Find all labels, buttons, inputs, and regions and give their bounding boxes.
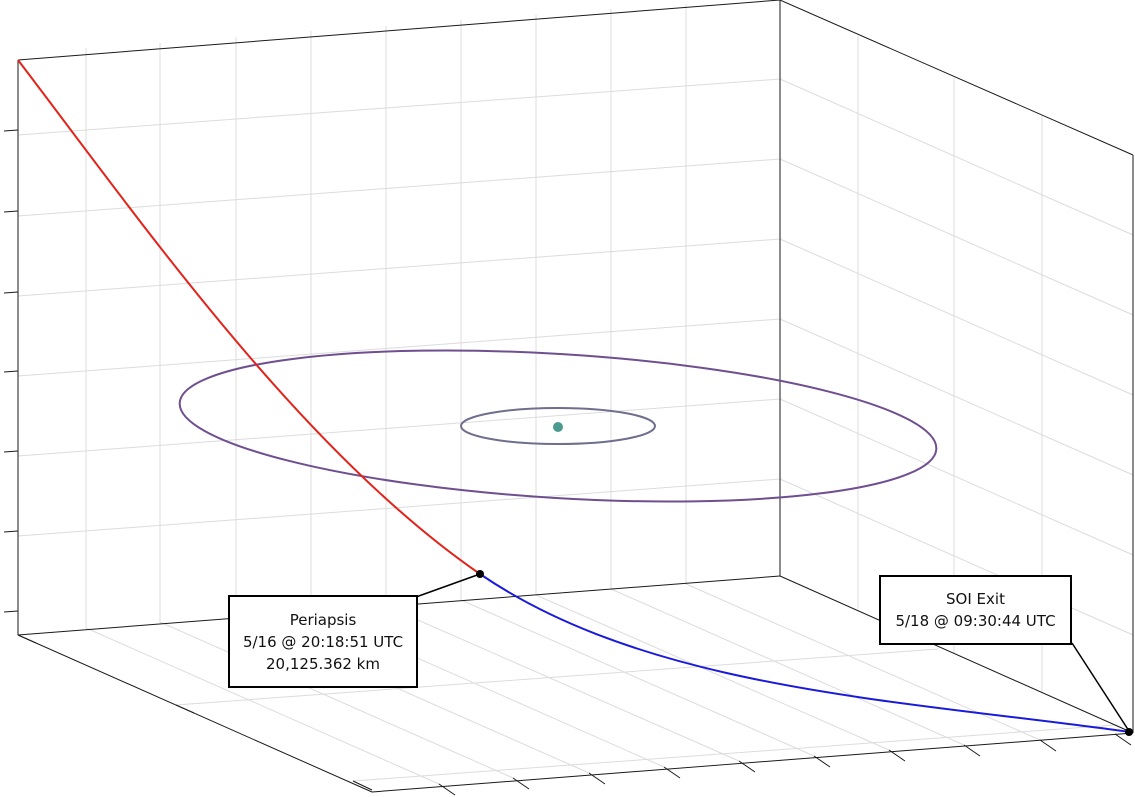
soi-exit-callout: SOI Exit 5/18 @ 09:30:44 UTC bbox=[879, 575, 1072, 645]
periapsis-marker bbox=[476, 570, 484, 578]
inbound-trajectory bbox=[17, 59, 481, 575]
axis-ticks bbox=[3, 129, 1132, 796]
soi-exit-marker bbox=[1125, 728, 1133, 736]
axes-box bbox=[17, 0, 1134, 793]
inner-orbit-ellipse bbox=[460, 407, 656, 445]
soi-exit-time: 5/18 @ 09:30:44 UTC bbox=[895, 612, 1056, 630]
periapsis-leader-line bbox=[415, 573, 481, 598]
periapsis-time: 5/16 @ 20:18:51 UTC bbox=[242, 632, 404, 651]
periapsis-callout: Periapsis 5/16 @ 20:18:51 UTC 20,125.362… bbox=[228, 595, 418, 688]
periapsis-altitude: 20,125.362 km bbox=[266, 654, 380, 673]
central-body-icon bbox=[553, 422, 563, 432]
soi-exit-leader-line bbox=[1071, 642, 1130, 732]
outbound-trajectory bbox=[479, 573, 1131, 733]
periapsis-title: Periapsis bbox=[289, 610, 357, 629]
outer-orbit-ellipse bbox=[178, 349, 938, 503]
grid-lines bbox=[17, 4, 1134, 785]
soi-exit-title: SOI Exit bbox=[946, 590, 1005, 608]
